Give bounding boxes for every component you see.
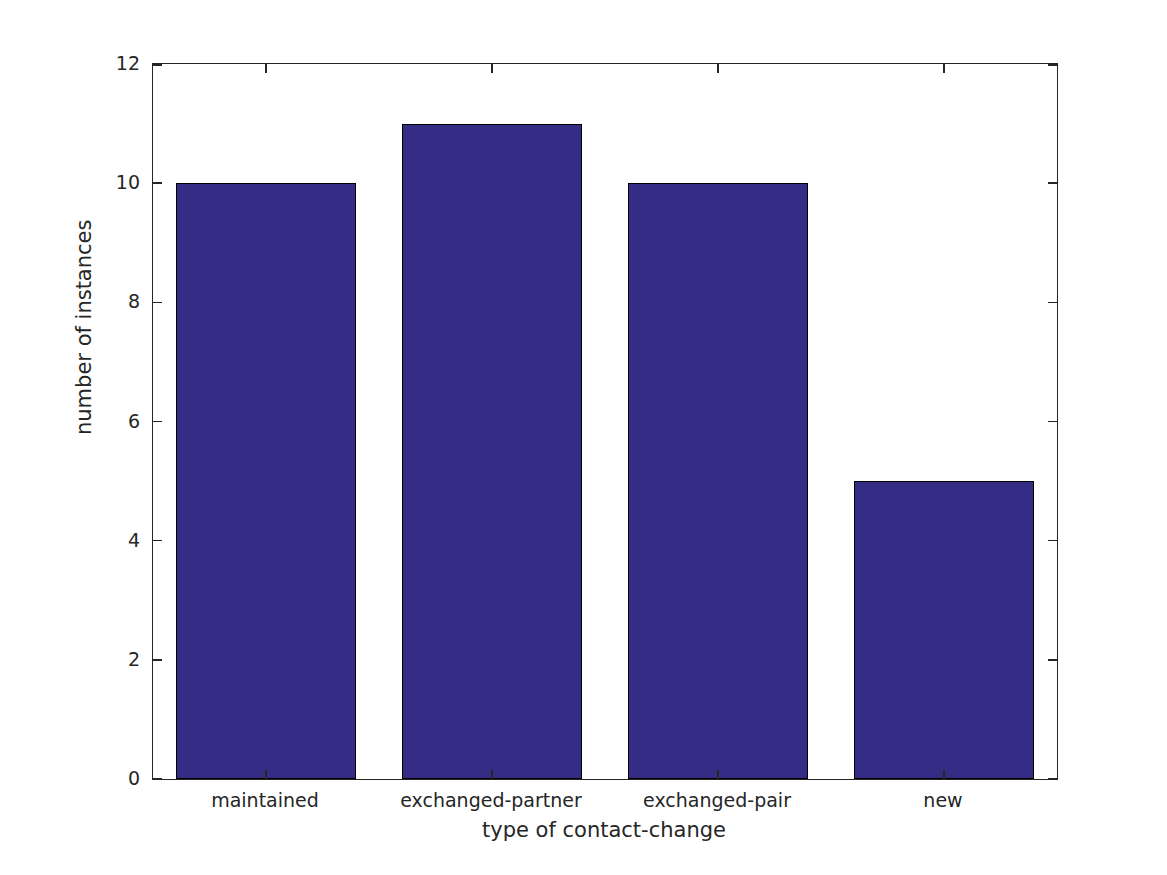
y-tick-mark <box>153 421 162 423</box>
y-tick-label: 10 <box>70 171 140 193</box>
bar-maintained <box>176 183 357 779</box>
x-tick-label: new <box>813 788 1073 812</box>
bar-exchanged-partner <box>402 124 583 779</box>
y-tick-label: 4 <box>70 529 140 551</box>
x-tick-mark <box>265 64 267 73</box>
x-axis-label: type of contact-change <box>152 818 1056 842</box>
y-tick-label: 2 <box>70 648 140 670</box>
x-tick-mark <box>491 770 493 779</box>
y-tick-mark <box>1048 778 1057 780</box>
bar-exchanged-pair <box>628 183 809 779</box>
x-tick-mark <box>717 770 719 779</box>
y-tick-mark <box>153 659 162 661</box>
y-tick-mark <box>1048 302 1057 304</box>
x-tick-mark <box>265 770 267 779</box>
y-tick-label: 0 <box>70 767 140 789</box>
x-tick-mark <box>717 64 719 73</box>
y-tick-mark <box>153 182 162 184</box>
x-tick-mark <box>943 770 945 779</box>
x-tick-label: maintained <box>135 788 395 812</box>
y-tick-mark <box>153 778 162 780</box>
y-tick-mark <box>1048 182 1057 184</box>
x-tick-label: exchanged-pair <box>587 788 847 812</box>
y-tick-mark <box>1048 64 1057 66</box>
y-tick-label: 6 <box>70 410 140 432</box>
y-tick-mark <box>153 64 162 66</box>
y-tick-label: 8 <box>70 290 140 312</box>
y-tick-label: 12 <box>70 52 140 74</box>
bar-chart-figure: number of instances type of contact-chan… <box>0 0 1167 875</box>
x-tick-mark <box>943 64 945 73</box>
plot-area <box>152 63 1058 780</box>
y-tick-mark <box>1048 540 1057 542</box>
y-tick-mark <box>153 540 162 542</box>
y-tick-mark <box>1048 421 1057 423</box>
x-tick-mark <box>491 64 493 73</box>
bar-new <box>854 481 1035 779</box>
y-tick-mark <box>153 302 162 304</box>
x-tick-label: exchanged-partner <box>361 788 621 812</box>
y-tick-mark <box>1048 659 1057 661</box>
